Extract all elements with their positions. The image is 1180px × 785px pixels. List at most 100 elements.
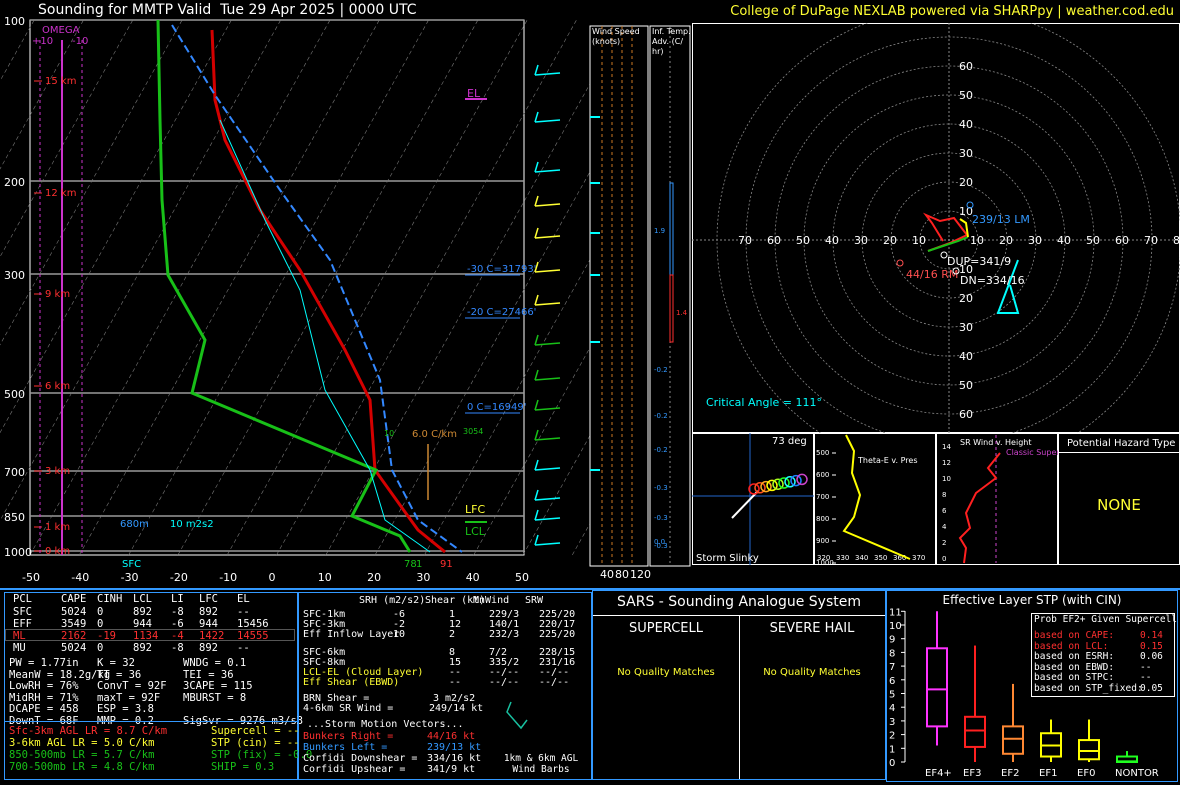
prob-value: 0.05 [1140, 682, 1163, 694]
sfc-temp-label: 78 [404, 559, 417, 570]
lapse-rate: 3-6km AGL LR = 5.0 C/km [9, 737, 155, 749]
prob-label: based on STPC: [1034, 672, 1115, 683]
inf-temp-title2: Adv. (C/ [652, 37, 683, 46]
speed-tick: 120 [630, 568, 651, 581]
motion-value: 44/16 kt [427, 731, 476, 742]
wind-barb [534, 302, 561, 306]
wind-barb-flag [534, 227, 539, 239]
sfc-temp2-label: 91 [440, 559, 453, 570]
kin-cell: 7/2 [489, 647, 508, 658]
theta-x-label: 340 [855, 554, 868, 562]
wind-barb [534, 342, 561, 346]
credit-text: College of DuPage NEXLAB powered via SHA… [730, 4, 1174, 19]
parcel-header: LFC [199, 593, 218, 605]
parcel-cell: 892 [133, 642, 152, 654]
composite-index: Supercell = -- [211, 725, 300, 737]
isotherm [226, 19, 528, 556]
wind-barb [534, 542, 561, 546]
temp-label: -30 [121, 571, 139, 584]
kin-cell: -2 [393, 619, 406, 630]
hodo-x-label: 70 [738, 234, 752, 247]
hodo-y-label: 20 [959, 292, 973, 305]
isotherm [0, 19, 232, 434]
parcel-cell: -8 [171, 642, 184, 654]
parcel-cell: 0 [97, 606, 104, 618]
prob-label: based on CAPE: [1034, 630, 1115, 641]
adv-bar-warm [669, 274, 674, 343]
index-value: WNDG = 0.1 [183, 657, 247, 669]
sr46-value: 249/14 kt [429, 703, 484, 714]
slinky-circle [766, 479, 778, 492]
parcel-cell: SFC [13, 606, 32, 618]
adv-value: 1.4 [676, 309, 688, 317]
wind-barb [534, 235, 561, 239]
wind-barb [534, 203, 561, 207]
index-value: TEI = 36 [183, 668, 234, 681]
composite-index: STP (fix) = -0.0 [211, 749, 313, 761]
stp-category: EF4+ [925, 768, 952, 779]
srw-y-label: 2 [942, 539, 946, 547]
hodo-y-label: 50 [959, 89, 973, 102]
stp-y-label: 11 [889, 607, 902, 618]
isotherm [325, 83, 590, 556]
adv-value: -0.2 [654, 412, 668, 420]
temp-label: 30 [416, 571, 430, 584]
index-value: MBURST = 8 [183, 691, 247, 704]
isotherm [79, 19, 380, 556]
hodo-x-label: 40 [825, 234, 839, 247]
parcel-cell: 944 [133, 618, 152, 630]
hodo-x-label: 50 [796, 234, 810, 247]
parcel-cell: EFF [13, 618, 32, 630]
pressure-label: 850 [4, 511, 25, 524]
prob-value: 0.15 [1140, 640, 1163, 652]
kin-cell: SFC-3km [303, 619, 346, 630]
wind-barb [534, 437, 561, 441]
index-value: K = 32 [97, 657, 135, 669]
parcel-header: PCL [13, 593, 32, 605]
srw-y-label: 6 [942, 507, 947, 515]
lapse-rate: Sfc-3km AGL LR = 8.7 C/km [9, 725, 168, 737]
sars-hail-match: No Quality Matches [763, 667, 861, 678]
parcel-cell: -19 [97, 630, 116, 642]
pressure-label: 1000 [4, 546, 32, 559]
kin-cell: 15 [449, 657, 462, 668]
hodo-dup: DUP=341/9 [947, 255, 1011, 268]
theta-y-label: 700 [816, 493, 829, 501]
theta-y-label: 500 [816, 449, 829, 457]
stp-panel: Effective Layer STP (with CIN) 11 10 9 8 7 6 5… [886, 590, 1178, 782]
hodo-y-label: 40 [959, 118, 973, 131]
index-value: DCAPE = 458 [9, 703, 79, 715]
isotherm-height-label: -30 C=31793' [467, 264, 536, 275]
adv-value: -0.3 [654, 484, 668, 492]
motion-label: Corfidi Downshear = [303, 753, 418, 764]
stp-y-label: 6 [889, 676, 895, 687]
isotherm [522, 434, 590, 556]
hodo-ring [890, 181, 1008, 299]
stp-category: EF3 [963, 768, 981, 779]
wetbulb-line [219, 119, 431, 553]
wind-barb-flag [534, 111, 539, 123]
speed-tick: 40 [600, 568, 614, 581]
height-label: 0 km [45, 546, 70, 557]
hodo-x-label: 30 [1028, 234, 1042, 247]
kin-cell: Eff Shear (EBWD) [303, 677, 400, 688]
stp-category: NONTOR [1115, 768, 1159, 779]
wind-barb-flag [534, 161, 539, 173]
isotherm [424, 259, 590, 556]
kin-cell: --/-- [489, 667, 520, 678]
hodo-x-label: 40 [1057, 234, 1071, 247]
mixing-label: 10 [384, 429, 394, 438]
theta-x-label: 370 [912, 554, 925, 562]
kin-cell: SFC-6km [303, 647, 346, 658]
hodo-y-label: 30 [959, 321, 973, 334]
stp-y-label: 9 [889, 635, 895, 646]
parcel-cell: 0 [97, 642, 104, 654]
el-label: EL [467, 87, 481, 100]
parcel-header: LI [171, 593, 184, 605]
wind-barb-flag [534, 334, 539, 346]
pressure-label: 200 [4, 176, 25, 189]
hodo-x-label: 70 [1144, 234, 1158, 247]
storm-motion-title: ...Storm Motion Vectors... [307, 719, 464, 730]
kin-cell: -- [449, 667, 462, 678]
